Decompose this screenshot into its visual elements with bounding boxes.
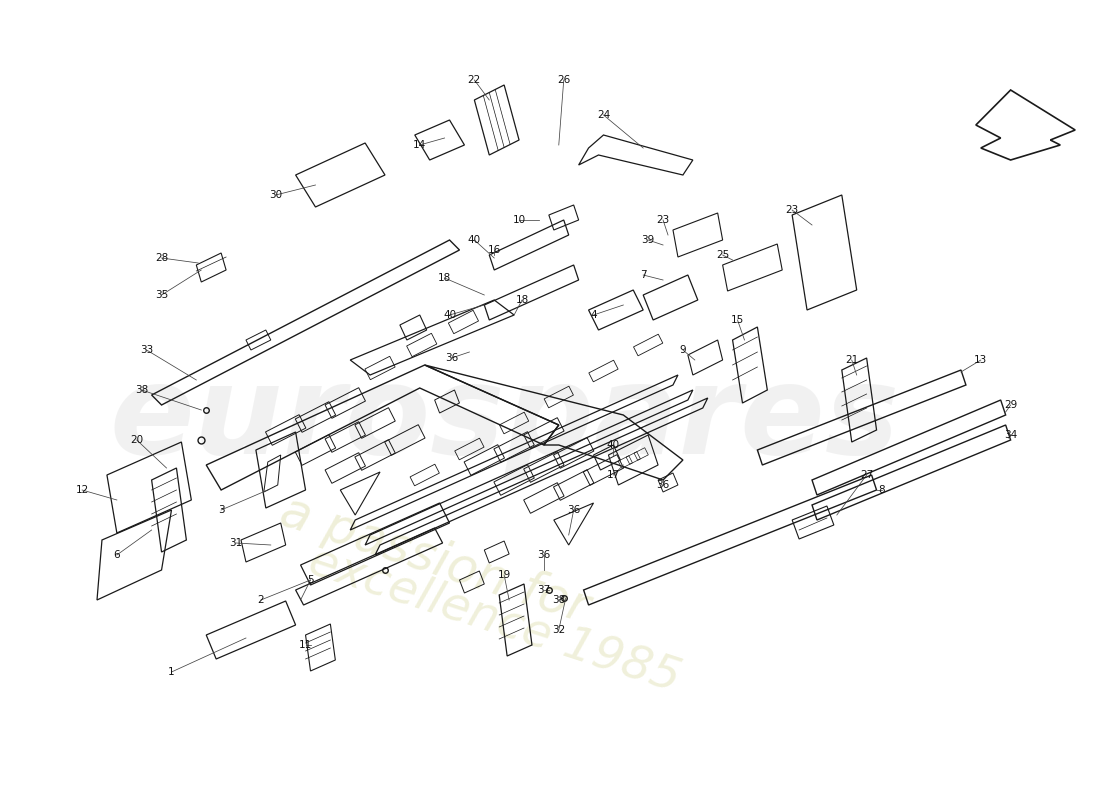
Text: 9: 9 xyxy=(680,345,686,355)
Text: 10: 10 xyxy=(513,215,526,225)
Text: 20: 20 xyxy=(130,435,143,445)
Text: 26: 26 xyxy=(557,75,571,85)
Text: 40: 40 xyxy=(468,235,481,245)
Text: 21: 21 xyxy=(845,355,858,365)
Text: 38: 38 xyxy=(135,385,149,395)
Text: 15: 15 xyxy=(730,315,745,325)
Text: 17: 17 xyxy=(607,470,620,480)
Text: 28: 28 xyxy=(155,253,168,263)
Text: 34: 34 xyxy=(1004,430,1018,440)
Text: excellence 1985: excellence 1985 xyxy=(302,538,685,702)
Text: 35: 35 xyxy=(155,290,168,300)
Text: 5: 5 xyxy=(307,575,314,585)
Text: 36: 36 xyxy=(444,353,459,363)
Text: 37: 37 xyxy=(537,585,550,595)
Text: 3: 3 xyxy=(218,505,224,515)
Text: 36: 36 xyxy=(566,505,581,515)
Text: 25: 25 xyxy=(716,250,729,260)
Text: 27: 27 xyxy=(860,470,873,480)
Text: 11: 11 xyxy=(299,640,312,650)
Text: 36: 36 xyxy=(657,480,670,490)
Text: 14: 14 xyxy=(414,140,427,150)
Text: 8: 8 xyxy=(878,485,884,495)
Text: 39: 39 xyxy=(641,235,654,245)
Text: eurospares: eurospares xyxy=(109,359,900,481)
Text: 13: 13 xyxy=(975,355,988,365)
Text: 30: 30 xyxy=(270,190,283,200)
Text: 4: 4 xyxy=(591,310,597,320)
Text: 19: 19 xyxy=(497,570,510,580)
Text: a passion for: a passion for xyxy=(274,487,595,633)
Text: 40: 40 xyxy=(607,440,620,450)
Text: 40: 40 xyxy=(443,310,456,320)
Text: 12: 12 xyxy=(76,485,89,495)
Text: 18: 18 xyxy=(516,295,529,305)
Text: 7: 7 xyxy=(640,270,647,280)
Text: 16: 16 xyxy=(487,245,500,255)
Text: 1: 1 xyxy=(168,667,175,677)
Text: 6: 6 xyxy=(113,550,120,560)
Text: 23: 23 xyxy=(657,215,670,225)
Text: 23: 23 xyxy=(785,205,799,215)
Text: 2: 2 xyxy=(257,595,264,605)
Text: 36: 36 xyxy=(537,550,550,560)
Text: 22: 22 xyxy=(468,75,481,85)
Text: 33: 33 xyxy=(140,345,153,355)
Text: 18: 18 xyxy=(438,273,451,283)
Text: 38: 38 xyxy=(552,595,565,605)
Text: 24: 24 xyxy=(597,110,611,120)
Text: 32: 32 xyxy=(552,625,565,635)
Text: 31: 31 xyxy=(230,538,243,548)
Text: 29: 29 xyxy=(1004,400,1018,410)
